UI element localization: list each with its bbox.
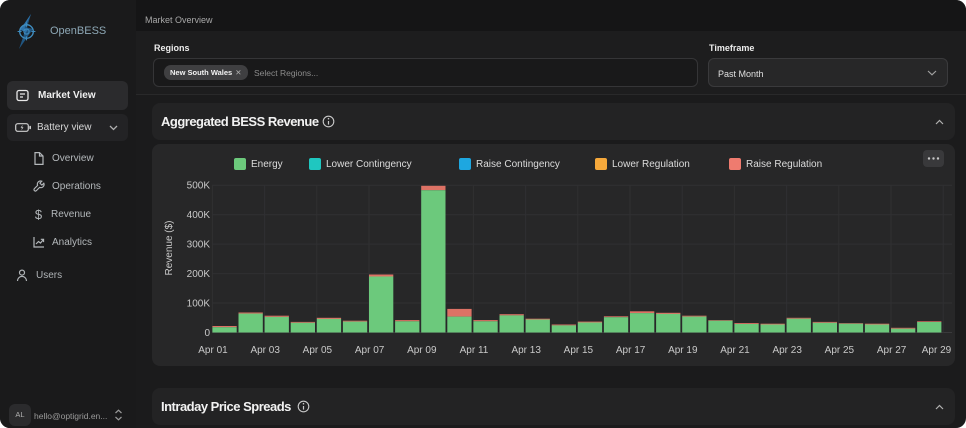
svg-text:Apr 05: Apr 05 xyxy=(303,345,333,356)
svg-text:400K: 400K xyxy=(187,210,211,221)
svg-text:Apr 09: Apr 09 xyxy=(407,345,437,356)
svg-text:100K: 100K xyxy=(187,299,211,310)
svg-text:Apr 19: Apr 19 xyxy=(668,345,698,356)
svg-text:Apr 21: Apr 21 xyxy=(720,345,750,356)
svg-text:300K: 300K xyxy=(187,240,211,251)
svg-text:Apr 23: Apr 23 xyxy=(772,345,802,356)
svg-text:0: 0 xyxy=(204,328,210,339)
svg-text:Apr 01: Apr 01 xyxy=(198,345,228,356)
svg-text:Apr 13: Apr 13 xyxy=(511,345,541,356)
svg-text:Apr 03: Apr 03 xyxy=(250,345,280,356)
svg-text:Apr 15: Apr 15 xyxy=(564,345,594,356)
svg-text:Apr 17: Apr 17 xyxy=(616,345,646,356)
svg-text:Apr 07: Apr 07 xyxy=(355,345,385,356)
svg-text:Apr 29: Apr 29 xyxy=(922,345,952,356)
svg-text:500K: 500K xyxy=(187,181,211,192)
svg-text:Revenue ($): Revenue ($) xyxy=(164,220,175,275)
svg-text:200K: 200K xyxy=(187,269,211,280)
svg-text:Apr 25: Apr 25 xyxy=(825,345,855,356)
svg-text:Apr 11: Apr 11 xyxy=(460,345,489,356)
svg-text:Apr 27: Apr 27 xyxy=(877,345,907,356)
